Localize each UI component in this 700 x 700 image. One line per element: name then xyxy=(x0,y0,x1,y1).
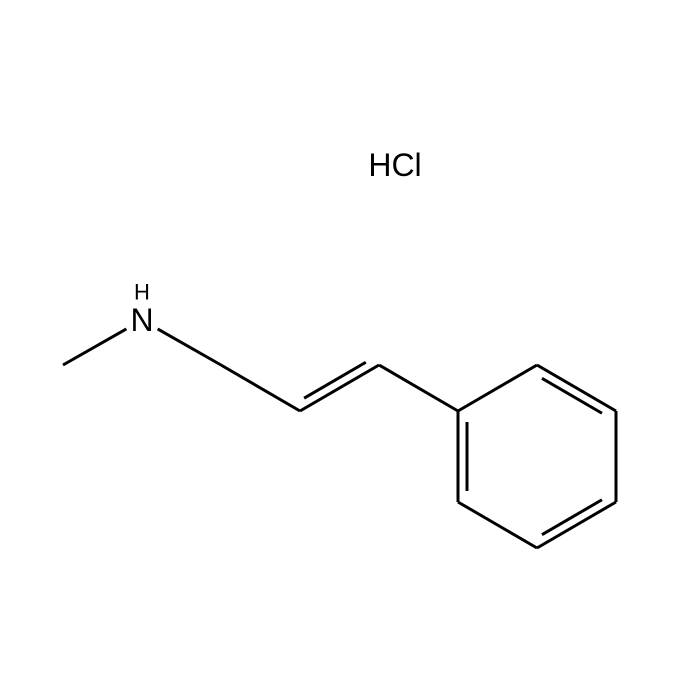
nitrogen-label: N xyxy=(130,302,153,338)
nitrogen-h-label: H xyxy=(134,280,150,305)
molecule-diagram: HCl N H xyxy=(0,0,700,700)
hcl-label: HCl xyxy=(368,147,421,183)
bonds-group xyxy=(63,329,616,548)
